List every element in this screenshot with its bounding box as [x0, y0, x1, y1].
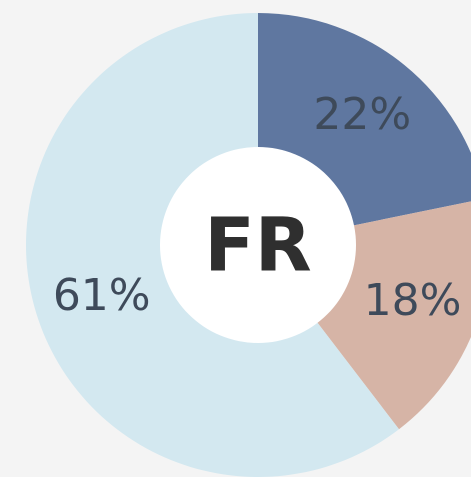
value-label: 22% — [313, 89, 411, 140]
donut-hole — [160, 147, 356, 343]
value-label: 18% — [364, 275, 462, 326]
value-label: 61% — [53, 270, 151, 321]
center-label: FR — [204, 203, 312, 289]
